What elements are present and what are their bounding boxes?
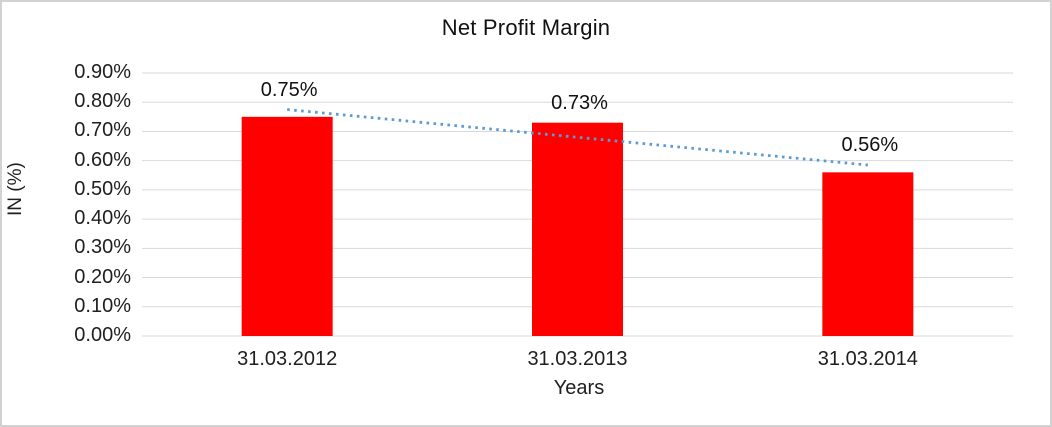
y-tick-label: 0.90%	[74, 61, 131, 83]
y-tick-label: 0.40%	[74, 207, 131, 230]
x-tick-label: 31.03.2013	[527, 348, 628, 370]
bar-31.03.2013	[532, 122, 623, 336]
y-tick-label: 0.30%	[74, 236, 131, 259]
y-tick-label: 0.50%	[74, 177, 131, 200]
bar-31.03.2012	[241, 116, 333, 336]
bar-series	[241, 116, 914, 336]
x-tick-label: 31.03.2014	[817, 348, 918, 370]
data-label: 0.73%	[551, 91, 608, 114]
data-label: 0.56%	[841, 134, 899, 157]
y-tick-label: 0.00%	[74, 324, 131, 346]
x-tick-label: 31.03.2012	[237, 348, 338, 370]
y-tick-label: 0.20%	[74, 265, 131, 288]
bar-31.03.2014	[822, 172, 914, 336]
x-axis-title: Years	[553, 377, 605, 399]
y-axis-title: IN (%)	[5, 162, 27, 216]
y-tick-label: 0.60%	[74, 148, 131, 171]
y-tick-label: 0.70%	[74, 119, 131, 142]
data-label: 0.75%	[260, 78, 318, 101]
chart-title: Net Profit Margin	[441, 15, 611, 40]
y-tick-label: 0.80%	[74, 90, 131, 113]
y-tick-label: 0.10%	[74, 294, 131, 317]
